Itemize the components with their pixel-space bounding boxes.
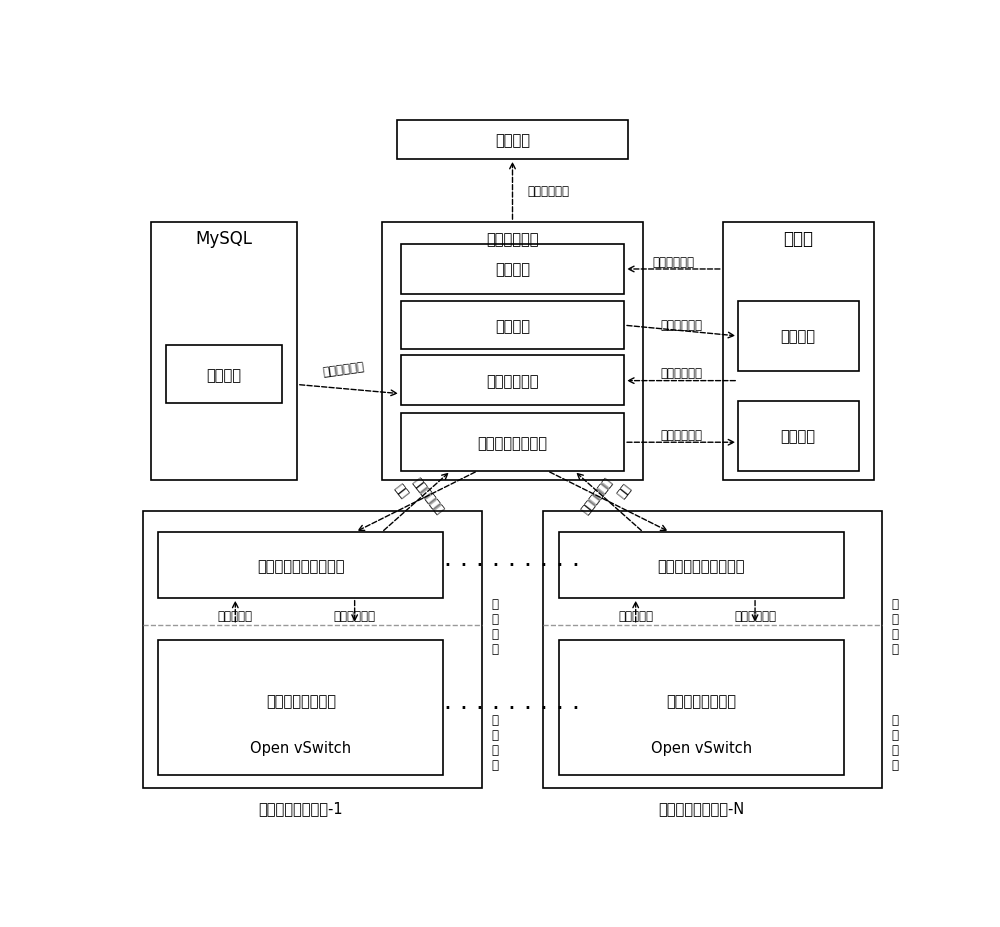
Text: 复制采样流: 复制采样流 (618, 609, 653, 622)
Text: 用
户
空
间: 用 户 空 间 (491, 598, 498, 655)
Text: 流采集器内核模块: 流采集器内核模块 (266, 693, 336, 708)
Text: 数据库: 数据库 (783, 230, 813, 248)
Text: 下发采集命令: 下发采集命令 (734, 609, 776, 622)
Bar (543, 511, 882, 788)
Bar (723, 222, 874, 480)
Bar (401, 413, 624, 471)
Bar (401, 356, 624, 406)
Text: 告警模块: 告警模块 (495, 318, 530, 334)
Bar (559, 533, 844, 598)
Bar (738, 302, 859, 371)
Text: 多租户虚拟服务器-1: 多租户虚拟服务器-1 (258, 801, 343, 816)
Bar (143, 511, 482, 788)
Text: 流采集器用户空间模块: 流采集器用户空间模块 (257, 558, 345, 573)
Text: 流采集器用户空间模块: 流采集器用户空间模块 (657, 558, 745, 573)
Text: 复制采样流: 复制采样流 (218, 609, 253, 622)
Text: 读取分析结果: 读取分析结果 (652, 256, 694, 269)
Text: Open vSwitch: Open vSwitch (651, 741, 752, 756)
Text: · · · · · · · · ·: · · · · · · · · · (444, 553, 580, 578)
Text: 应用分析模块: 应用分析模块 (486, 374, 539, 388)
Text: 汇总: 汇总 (615, 481, 634, 500)
Text: 呈现接口: 呈现接口 (495, 262, 530, 277)
Text: 用
户
空
间: 用 户 空 间 (891, 598, 898, 655)
Text: 流分析控制器: 流分析控制器 (486, 232, 539, 247)
Text: 存储分析结果: 存储分析结果 (660, 319, 702, 332)
Text: 下发采集命令: 下发采集命令 (579, 476, 615, 516)
Text: 内
核
空
间: 内 核 空 间 (491, 713, 498, 771)
Text: 分析结果: 分析结果 (781, 329, 816, 344)
Bar (738, 402, 859, 471)
Bar (401, 302, 624, 349)
Text: Open vSwitch: Open vSwitch (250, 741, 351, 756)
Text: 租户信息: 租户信息 (206, 368, 241, 383)
Text: MySQL: MySQL (195, 230, 252, 248)
Text: 流收集及控制模块: 流收集及控制模块 (478, 436, 548, 451)
Text: 下发采集命令: 下发采集命令 (410, 476, 446, 516)
Text: 存储原始数据: 存储原始数据 (660, 428, 702, 441)
Bar (559, 641, 844, 775)
Text: 读取租户信息: 读取租户信息 (321, 361, 365, 379)
Bar (397, 121, 628, 159)
Text: 流采集器内核模块: 流采集器内核模块 (666, 693, 736, 708)
Bar (151, 222, 297, 480)
Bar (166, 346, 282, 403)
Text: 上报分析结果: 上报分析结果 (528, 184, 570, 197)
Bar (158, 533, 443, 598)
Text: · · · · · · · · ·: · · · · · · · · · (444, 696, 580, 720)
Bar (401, 245, 624, 294)
Text: 汇总: 汇总 (391, 481, 410, 500)
Text: 呈现界面: 呈现界面 (495, 133, 530, 148)
Text: 下发采集命令: 下发采集命令 (334, 609, 376, 622)
Text: 多租户虚拟服务器-N: 多租户虚拟服务器-N (658, 801, 744, 816)
Bar (158, 641, 443, 775)
Bar (382, 222, 643, 480)
Text: 内
核
空
间: 内 核 空 间 (891, 713, 898, 771)
Text: 原始数据: 原始数据 (781, 429, 816, 444)
Text: 读取原始数据: 读取原始数据 (660, 367, 702, 380)
